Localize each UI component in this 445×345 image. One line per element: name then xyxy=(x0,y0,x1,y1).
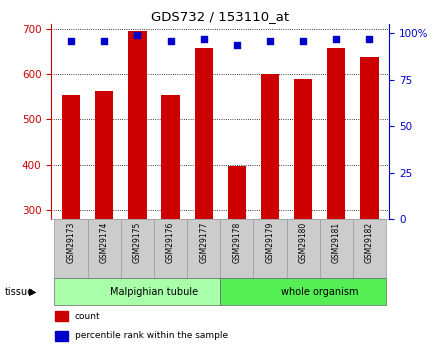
Point xyxy=(267,38,274,43)
Point xyxy=(134,32,141,38)
Text: Malpighian tubule: Malpighian tubule xyxy=(110,287,198,296)
Bar xyxy=(55,311,68,322)
Bar xyxy=(194,48,213,219)
Text: GSM29176: GSM29176 xyxy=(166,222,175,263)
Bar xyxy=(54,219,88,278)
Bar xyxy=(55,331,68,341)
Bar xyxy=(228,166,246,219)
Point xyxy=(101,38,108,43)
Bar xyxy=(254,219,287,278)
Point xyxy=(200,36,207,42)
Text: GSM29182: GSM29182 xyxy=(365,222,374,263)
Bar xyxy=(88,219,121,278)
Point xyxy=(167,38,174,43)
Point xyxy=(68,38,75,43)
Text: GSM29175: GSM29175 xyxy=(133,222,142,263)
Text: GSM29181: GSM29181 xyxy=(332,222,341,263)
Title: GDS732 / 153110_at: GDS732 / 153110_at xyxy=(151,10,289,23)
Bar xyxy=(154,219,187,278)
Bar xyxy=(220,219,254,278)
Text: GSM29178: GSM29178 xyxy=(232,222,241,263)
Text: tissue: tissue xyxy=(4,287,33,296)
Bar xyxy=(62,95,80,219)
Bar xyxy=(327,48,345,219)
Point xyxy=(233,42,240,47)
Text: GSM29174: GSM29174 xyxy=(100,222,109,263)
Bar xyxy=(162,95,180,219)
Point xyxy=(299,38,307,43)
Bar xyxy=(353,219,386,278)
Text: GSM29180: GSM29180 xyxy=(299,222,307,263)
Point xyxy=(366,36,373,42)
Bar xyxy=(187,219,220,278)
Text: GSM29173: GSM29173 xyxy=(67,222,76,263)
Bar xyxy=(128,31,146,219)
Text: ▶: ▶ xyxy=(29,287,36,296)
Bar xyxy=(95,91,113,219)
Text: count: count xyxy=(75,312,101,321)
Point xyxy=(333,36,340,42)
Bar xyxy=(320,219,353,278)
Bar xyxy=(294,79,312,219)
Bar xyxy=(220,278,386,305)
Bar xyxy=(360,57,379,219)
Bar xyxy=(54,278,220,305)
Bar xyxy=(121,219,154,278)
Bar xyxy=(287,219,320,278)
Text: GSM29177: GSM29177 xyxy=(199,222,208,263)
Bar xyxy=(261,75,279,219)
Text: percentile rank within the sample: percentile rank within the sample xyxy=(75,332,228,341)
Text: whole organism: whole organism xyxy=(281,287,359,296)
Text: GSM29179: GSM29179 xyxy=(266,222,275,263)
